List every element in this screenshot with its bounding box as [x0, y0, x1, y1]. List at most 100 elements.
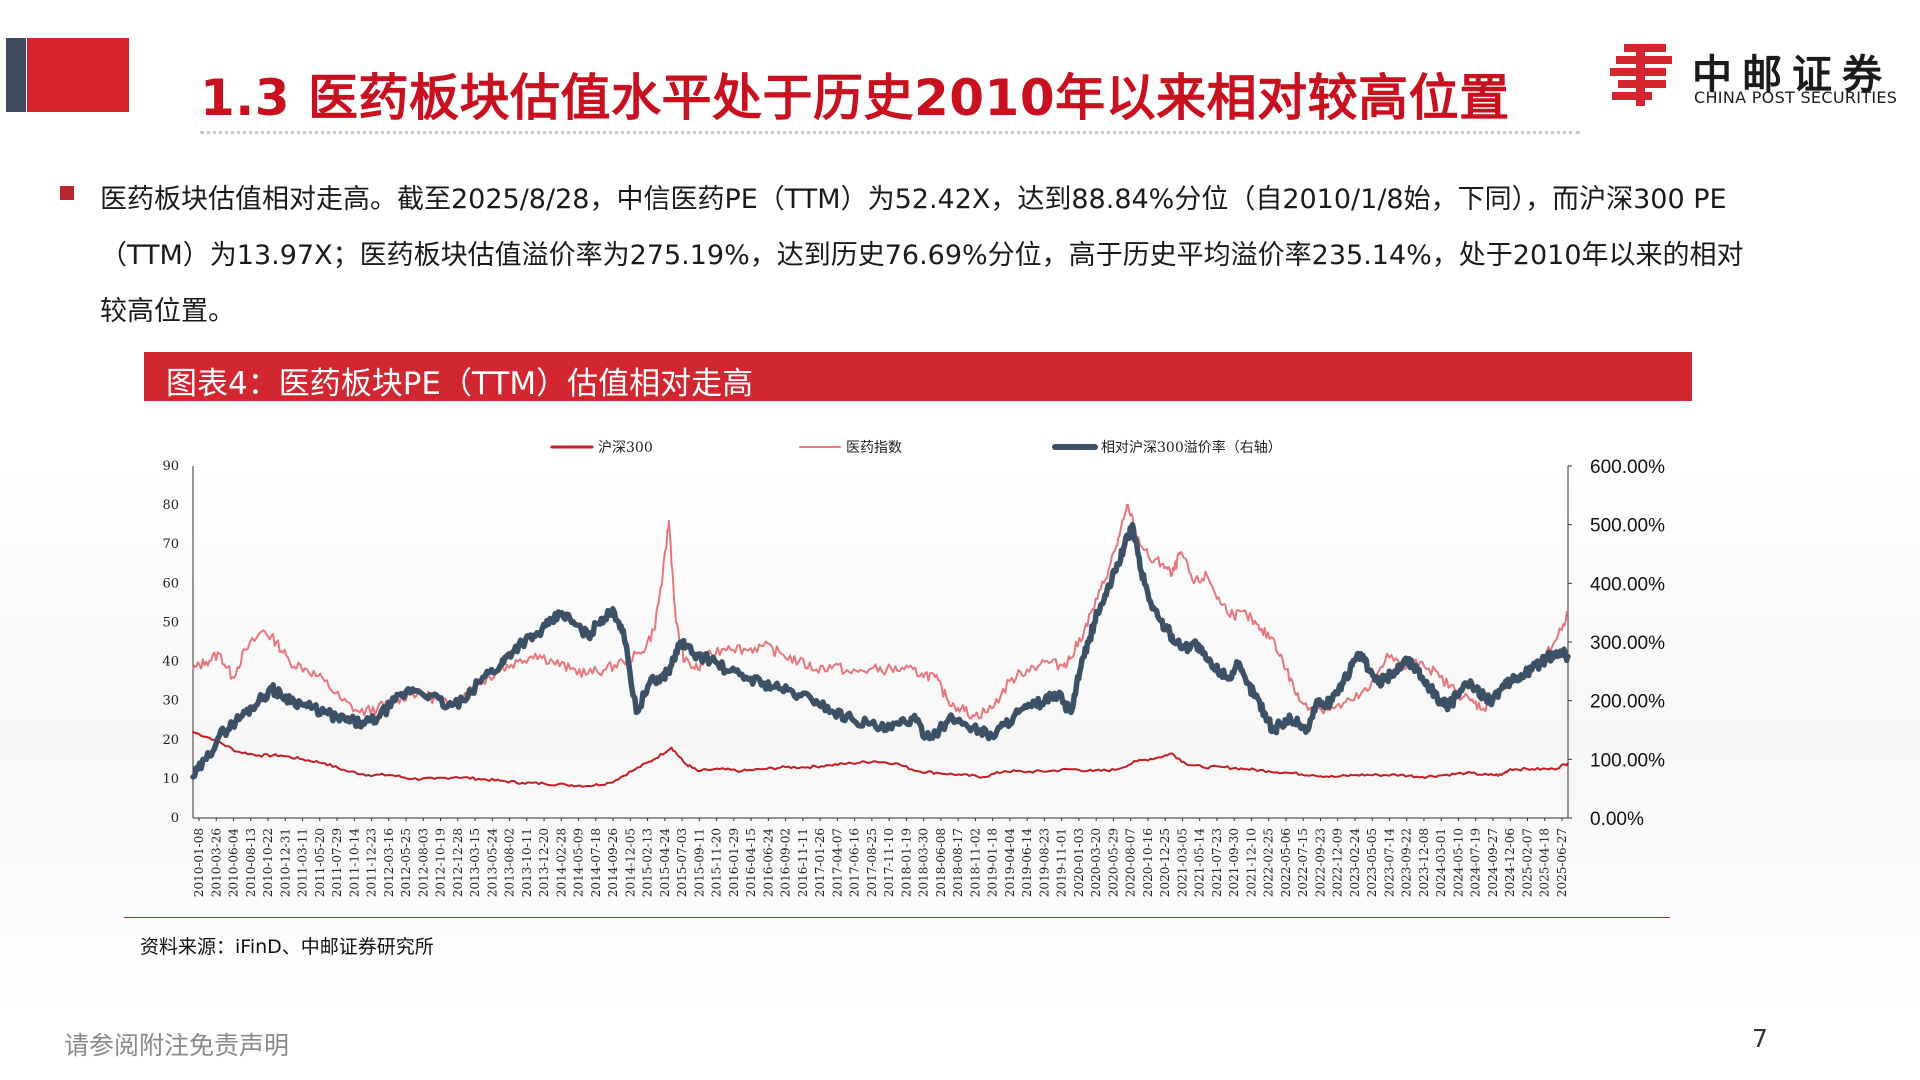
x-tick-label: 2021-07-23 [1210, 828, 1224, 897]
legend-label: 相对沪深300溢价率（右轴） [1101, 439, 1282, 456]
y-left-tick-label: 60 [162, 576, 179, 591]
x-tick-label: 2020-03-20 [1089, 828, 1103, 897]
x-tick-label: 2010-01-08 [192, 828, 206, 897]
y-right-tick-label: 100.00% [1590, 750, 1665, 771]
x-tick-label: 2015-09-11 [692, 828, 706, 897]
x-tick-label: 2017-01-26 [813, 828, 827, 897]
x-tick-label: 2020-05-29 [1106, 828, 1120, 897]
bullet-marker [60, 186, 74, 200]
x-tick-label: 2017-08-25 [865, 828, 879, 897]
x-tick-label: 2015-11-20 [710, 828, 724, 897]
y-right-tick-label: 400.00% [1590, 574, 1665, 595]
y-right-tick-label: 300.00% [1590, 633, 1665, 654]
chart-legend: 沪深300 医药指数 相对沪深300溢价率（右轴） [550, 439, 1282, 456]
x-tick-label: 2022-09-23 [1313, 828, 1327, 897]
chart-caption: 图表4：医药板块PE（TTM）估值相对走高 [166, 366, 754, 402]
corner-accent-dark [6, 38, 26, 112]
company-logo: 中邮证券 CHINA POST SECURITIES [1606, 40, 1897, 108]
x-tick-label: 2014-07-18 [589, 828, 603, 897]
x-tick-label: 2013-10-11 [520, 828, 534, 897]
x-tick-label: 2022-07-15 [1296, 828, 1310, 897]
x-tick-label: 2013-05-24 [485, 828, 499, 898]
x-tick-label: 2025-02-07 [1520, 828, 1534, 897]
bullet-line: （TTM）为13.97X；医药板块估值溢价率为275.19%，达到历史76.69… [100, 240, 1744, 271]
y-left-tick-label: 70 [162, 537, 179, 552]
x-tick-label: 2012-03-16 [382, 828, 396, 897]
y-right-tick-label: 600.00% [1590, 457, 1665, 478]
x-tick-label: 2022-02-25 [1262, 828, 1276, 897]
source-divider [124, 917, 1670, 918]
x-tick-label: 2020-12-25 [1158, 828, 1172, 897]
source-note: 资料来源：iFinD、中邮证券研究所 [140, 936, 434, 958]
x-tick-label: 2016-01-29 [727, 828, 741, 897]
x-tick-label: 2011-07-29 [330, 828, 344, 897]
x-tick-label: 2010-10-22 [261, 828, 275, 897]
x-tick-label: 2021-12-10 [1244, 828, 1258, 897]
x-tick-label: 2024-12-06 [1503, 828, 1517, 897]
x-tick-label: 2017-11-10 [882, 828, 896, 897]
x-tick-label: 2023-12-08 [1417, 828, 1431, 897]
x-tick-label: 2023-07-14 [1382, 828, 1396, 898]
x-tick-label: 2014-09-26 [606, 828, 620, 897]
chart-series [190, 503, 1571, 788]
x-tick-label: 2011-10-14 [347, 828, 361, 898]
y-left-tick-label: 10 [162, 772, 179, 787]
x-tick-label: 2023-02-24 [1348, 828, 1362, 898]
logo-chinese-name: 中邮证券 [1692, 52, 1892, 98]
y-right-tick-label: 500.00% [1590, 516, 1665, 537]
disclaimer-text: 请参阅附注免责声明 [64, 1031, 290, 1060]
y-left-tick-label: 50 [162, 615, 179, 630]
y-right-tick-label: 200.00% [1590, 692, 1665, 713]
bullet-paragraph: 医药板块估值相对走高。截至2025/8/28，中信医药PE（TTM）为52.42… [100, 172, 1900, 340]
x-tick-label: 2018-08-17 [951, 828, 965, 897]
x-tick-label: 2013-03-15 [468, 828, 482, 897]
x-tick-label: 2015-04-24 [658, 828, 672, 898]
x-tick-label: 2019-06-14 [1020, 828, 1034, 898]
x-tick-label: 2025-06-27 [1555, 828, 1569, 897]
y-left-tick-label: 30 [162, 694, 179, 709]
x-tick-label: 2019-11-01 [1055, 828, 1069, 897]
y-left-tick-label: 20 [162, 733, 179, 748]
x-tick-label: 2011-03-11 [296, 828, 310, 897]
chart-backdrop [0, 460, 1920, 1020]
x-tick-label: 2020-10-16 [1141, 828, 1155, 897]
x-tick-label: 2022-05-06 [1279, 828, 1293, 897]
x-tick-label: 2023-05-05 [1365, 828, 1379, 897]
x-tick-label: 2020-01-03 [1072, 828, 1086, 897]
x-tick-label: 2018-06-08 [934, 828, 948, 897]
x-tick-label: 2021-05-14 [1193, 828, 1207, 898]
x-tick-label: 2024-07-19 [1469, 828, 1483, 897]
x-tick-label: 2021-03-05 [1175, 828, 1189, 897]
x-tick-label: 2019-08-23 [1037, 828, 1051, 897]
x-tick-label: 2015-07-03 [675, 828, 689, 897]
x-tick-label: 2016-11-11 [796, 828, 810, 897]
x-tick-label: 2010-08-13 [244, 828, 258, 897]
title-divider [200, 131, 1580, 134]
x-tick-label: 2010-06-04 [227, 828, 241, 898]
x-tick-label: 2016-04-15 [744, 828, 758, 897]
x-tick-label: 2018-03-30 [917, 828, 931, 897]
series-line [190, 521, 1571, 780]
x-tick-label: 2016-09-02 [779, 828, 793, 897]
x-tick-label: 2024-09-27 [1486, 828, 1500, 897]
x-tick-label: 2016-06-24 [761, 828, 775, 898]
x-tick-label: 2020-08-07 [1124, 828, 1138, 897]
page-number: 7 [1752, 1024, 1768, 1053]
x-tick-label: 2010-03-26 [209, 828, 223, 897]
x-tick-label: 2023-09-22 [1400, 828, 1414, 897]
chart-axes: 0 10 20 30 40 50 60 70 80 90 0.00% 100.00% 200.00% 30… [162, 457, 1665, 897]
bullet-line: 医药板块估值相对走高。截至2025/8/28，中信医药PE（TTM）为52.42… [100, 184, 1727, 215]
x-tick-label: 2011-05-20 [313, 828, 327, 897]
x-tick-label: 2024-05-10 [1451, 828, 1465, 897]
bullet-line: 较高位置。 [100, 296, 235, 327]
series-line [192, 731, 1569, 788]
legend-label: 医药指数 [846, 440, 902, 456]
series-line [192, 503, 1569, 720]
pe-chart: 0 10 20 30 40 50 60 70 80 90 0.00% 100.00% 200.00% 30… [162, 439, 1665, 897]
x-tick-label: 2025-04-18 [1538, 828, 1552, 897]
x-tick-label: 2013-12-20 [537, 828, 551, 897]
x-tick-label: 2017-06-16 [848, 828, 862, 897]
x-tick-label: 2014-12-05 [623, 828, 637, 897]
x-tick-label: 2011-12-23 [365, 828, 379, 897]
x-tick-label: 2022-12-09 [1331, 828, 1345, 897]
